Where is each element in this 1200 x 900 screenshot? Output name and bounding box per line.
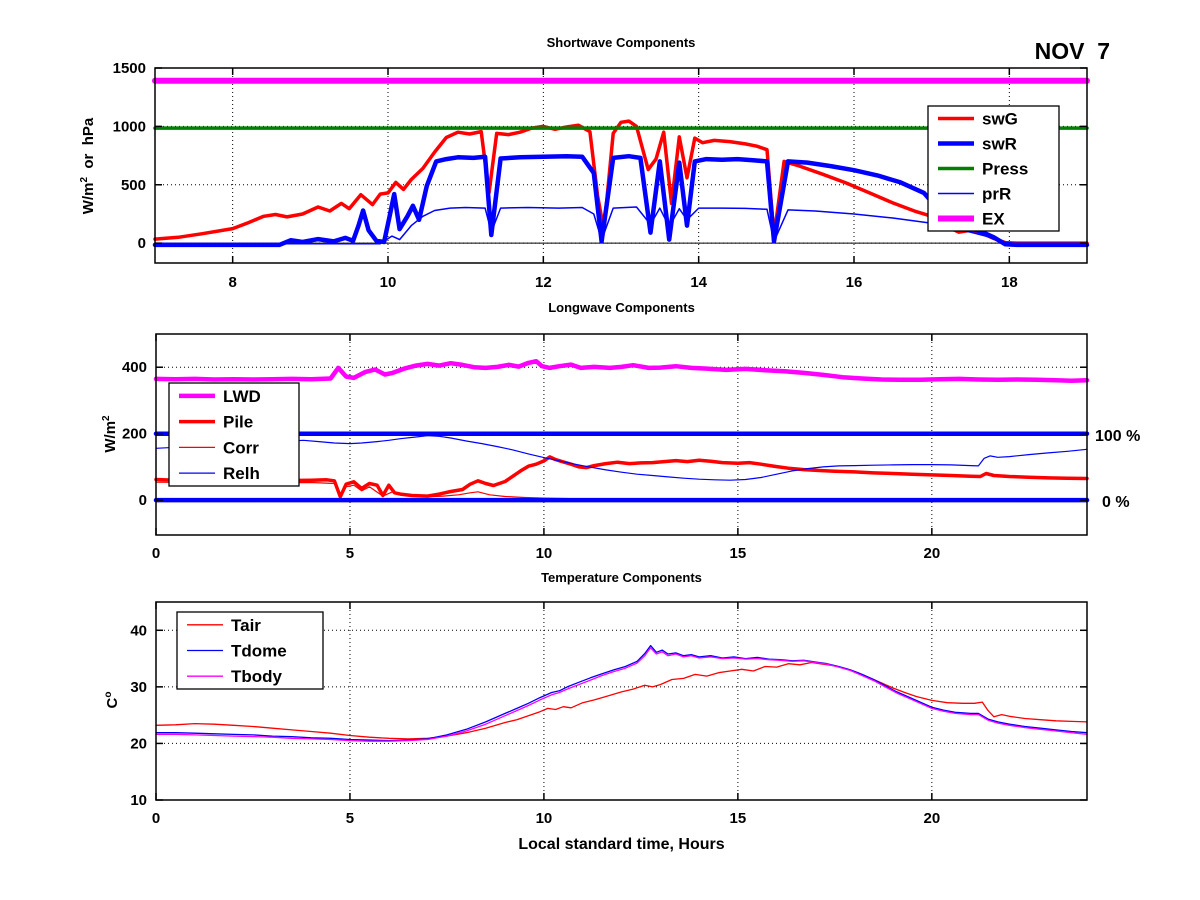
x-tick-label: 15	[730, 810, 747, 827]
x-tick-label: 10	[536, 545, 553, 562]
legend-label-swG: swG	[982, 110, 1018, 129]
ylabel-text: or hPa	[80, 117, 97, 177]
axes-border	[155, 333, 1088, 536]
x-tick-label: 5	[346, 810, 354, 827]
x-axis-label: Local standard time, Hours	[518, 836, 725, 853]
y-tick-label: 10	[130, 792, 147, 809]
y-tick-label: 1000	[113, 118, 146, 135]
x-tick-label: 12	[535, 274, 552, 291]
x-tick-label: 5	[346, 545, 354, 562]
series-Tbody	[155, 647, 1088, 742]
x-tick-label: 10	[536, 810, 553, 827]
ylabel-sup: 2	[101, 415, 112, 421]
plot2-y-axis-label: W/m2	[101, 415, 119, 452]
series-swR	[152, 153, 1090, 248]
legend-label-Press: Press	[982, 160, 1028, 179]
series-prR	[154, 206, 1088, 245]
ylabel-text: W/m	[80, 182, 97, 215]
y-tick-label: 30	[130, 679, 147, 696]
x-tick-label: 20	[923, 810, 940, 827]
legend-label-prR: prR	[982, 185, 1011, 204]
plot3-title: Temperature Components	[541, 570, 702, 585]
series-LWD	[153, 358, 1090, 384]
relh-100pct-label: 100 %	[1095, 428, 1141, 445]
ylabel-sup: 2	[79, 176, 90, 183]
legend-label-swR: swR	[982, 135, 1017, 154]
legend-label-LWD: LWD	[223, 387, 261, 406]
date-label: NOV 7	[1034, 38, 1110, 64]
y-tick-label: 40	[130, 622, 147, 639]
plot-3: 0 5 10 15 20 10 20 30 40 Tair Tdome Tbody	[130, 601, 1088, 827]
y-tick-label: 1500	[113, 60, 146, 77]
series-Relh	[155, 435, 1088, 481]
plot1-y-axis-label: W/m2 or hPa	[79, 118, 97, 214]
plot1-title: Shortwave Components	[546, 35, 696, 50]
legend-label-Tdome: Tdome	[231, 642, 287, 661]
plot2-title: Longwave Components	[548, 300, 695, 315]
y-tick-label: 500	[121, 177, 146, 194]
x-tick-label: 20	[923, 545, 940, 562]
series-swG	[153, 119, 1089, 245]
y-tick-label: 0	[138, 235, 146, 252]
x-tick-label: 8	[228, 274, 236, 291]
relh-0pct-label: 0 %	[1102, 494, 1130, 511]
legend-label-Pile: Pile	[223, 413, 253, 432]
plot3-y-axis-label: Co	[103, 692, 121, 709]
series-Tdome	[155, 644, 1088, 742]
legend-label-Tbody: Tbody	[231, 667, 283, 686]
legend-label-Tair: Tair	[231, 616, 261, 635]
x-tick-label: 0	[152, 810, 160, 827]
plot-1: 8 10 12 14 16 18 0 500 1000 1500 swG swR Press prR EX	[113, 60, 1090, 291]
y-tick-label: 400	[122, 359, 147, 376]
y-tick-label: 20	[130, 735, 147, 752]
ylabel-sup: o	[103, 691, 114, 698]
series-Tair	[155, 661, 1088, 740]
x-tick-label: 0	[152, 545, 160, 562]
x-tick-label: 10	[380, 274, 397, 291]
ylabel-text: C	[104, 697, 121, 709]
x-tick-label: 16	[846, 274, 863, 291]
axes-border	[155, 601, 1088, 801]
x-tick-label: 14	[690, 274, 707, 291]
legend-box	[168, 382, 300, 487]
x-tick-label: 15	[730, 545, 747, 562]
legend-label-Relh: Relh	[223, 464, 260, 483]
ylabel-text: W/m	[102, 420, 119, 453]
legend-label-Corr: Corr	[223, 438, 259, 457]
x-tick-label: 18	[1001, 274, 1018, 291]
legend-label-EX: EX	[982, 210, 1005, 229]
y-tick-label: 200	[122, 426, 147, 443]
y-tick-label: 0	[139, 492, 147, 509]
axes-border	[154, 67, 1088, 264]
